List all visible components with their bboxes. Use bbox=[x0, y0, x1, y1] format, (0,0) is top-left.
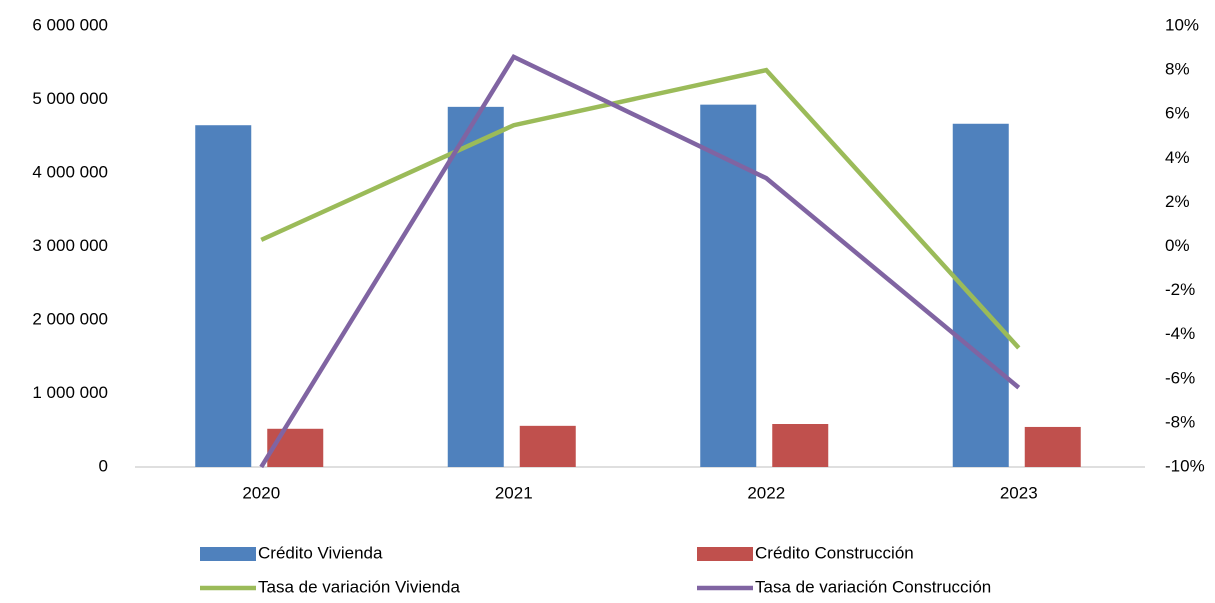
y2-tick-label: 2% bbox=[1165, 192, 1190, 211]
y2-tick-label: 10% bbox=[1165, 15, 1199, 34]
legend-swatch bbox=[200, 547, 256, 561]
y2-tick-label: -10% bbox=[1165, 456, 1205, 475]
line-series bbox=[259, 53, 1021, 469]
x-tick-label: 2021 bbox=[495, 483, 533, 502]
y2-tick-label: 6% bbox=[1165, 104, 1190, 123]
y2-tick-label: 0% bbox=[1165, 236, 1190, 255]
legend-label: Crédito Construcción bbox=[755, 543, 914, 562]
legend-label: Crédito Vivienda bbox=[258, 543, 383, 562]
y2-tick-label: -8% bbox=[1165, 412, 1195, 431]
legend-swatch bbox=[697, 547, 753, 561]
y-tick-label: 3 000 000 bbox=[32, 236, 108, 255]
y-tick-label: 0 bbox=[99, 456, 108, 475]
bar bbox=[267, 428, 324, 467]
bar bbox=[700, 104, 757, 468]
legend-label: Tasa de variación Construcción bbox=[755, 577, 991, 596]
bar bbox=[447, 106, 504, 467]
x-tick-label: 2023 bbox=[1000, 483, 1038, 502]
y-tick-label: 1 000 000 bbox=[32, 383, 108, 402]
y-tick-label: 4 000 000 bbox=[32, 162, 108, 181]
bar bbox=[952, 123, 1009, 467]
bar bbox=[519, 425, 576, 467]
line-series bbox=[260, 67, 1021, 350]
y2-tick-label: -6% bbox=[1165, 368, 1195, 387]
y2-tick-label: 4% bbox=[1165, 148, 1190, 167]
legend-label: Tasa de variación Vivienda bbox=[258, 577, 460, 596]
y-tick-label: 6 000 000 bbox=[32, 15, 108, 34]
x-tick-label: 2022 bbox=[747, 483, 785, 502]
bar bbox=[1024, 426, 1081, 467]
y-tick-label: 5 000 000 bbox=[32, 89, 108, 108]
x-tick-label: 2020 bbox=[242, 483, 280, 502]
bar bbox=[195, 125, 252, 467]
bar bbox=[772, 424, 829, 467]
y-tick-label: 2 000 000 bbox=[32, 309, 108, 328]
y2-tick-label: -4% bbox=[1165, 324, 1195, 343]
y2-tick-label: 8% bbox=[1165, 60, 1190, 79]
y2-tick-label: -2% bbox=[1165, 280, 1195, 299]
